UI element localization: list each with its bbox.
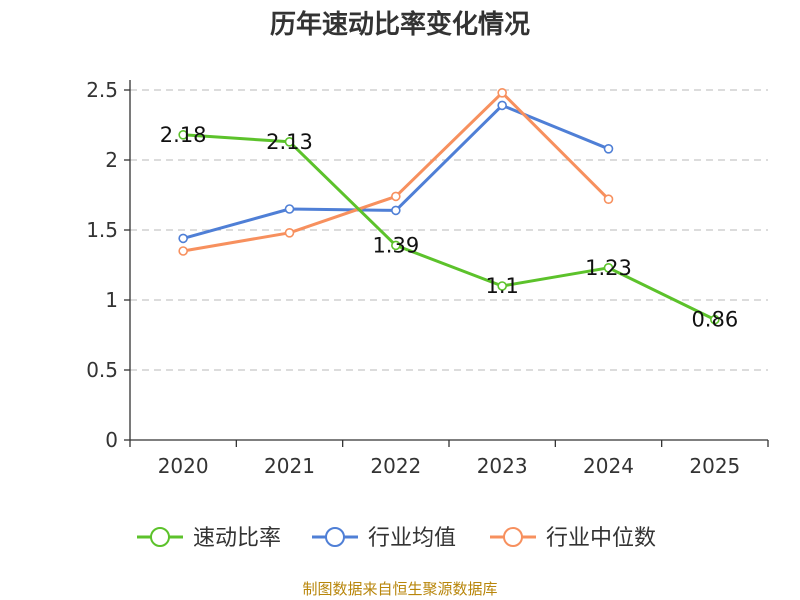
y-tick-label: 0.5 xyxy=(86,358,118,382)
data-point xyxy=(178,246,188,256)
data-point xyxy=(603,262,614,273)
x-tick-label: 2023 xyxy=(477,454,528,478)
data-point xyxy=(178,233,188,244)
data-label: 1.1 xyxy=(485,274,518,298)
data-label: 1.23 xyxy=(585,256,632,280)
legend-marker xyxy=(503,527,523,547)
x-tick-label: 2022 xyxy=(370,454,421,478)
data-point xyxy=(603,194,614,204)
y-tick-label: 1.5 xyxy=(86,218,118,242)
series-line-1 xyxy=(182,103,610,240)
data-point xyxy=(178,130,188,140)
legend-marker xyxy=(325,527,345,547)
data-point xyxy=(603,144,614,154)
data-label: 2.18 xyxy=(160,123,207,147)
data-label: 0.86 xyxy=(691,308,738,332)
data-point xyxy=(497,100,507,111)
source-note: 制图数据来自恒生聚源数据库 xyxy=(302,580,498,598)
legend-label: 速动比率 xyxy=(193,526,281,551)
x-tick-label: 2021 xyxy=(264,454,315,478)
data-point xyxy=(284,137,295,147)
y-tick-label: 0 xyxy=(105,428,118,452)
x-tick-label: 2020 xyxy=(158,454,209,478)
x-tick-label: 2024 xyxy=(583,454,634,478)
data-point xyxy=(497,281,507,291)
series-line-2 xyxy=(182,91,610,253)
chart-title: 历年速动比率变化情况 xyxy=(269,10,530,40)
y-tick-label: 2 xyxy=(105,148,118,172)
data-point xyxy=(710,314,720,325)
y-tick-label: 1 xyxy=(105,288,118,312)
data-point xyxy=(391,240,401,251)
legend-label: 行业均值 xyxy=(368,526,456,551)
data-point xyxy=(391,191,401,202)
y-tick-label: 2.5 xyxy=(86,78,118,102)
data-point xyxy=(284,204,295,214)
data-point xyxy=(284,228,295,238)
x-tick-label: 2025 xyxy=(689,454,740,478)
data-label: 1.39 xyxy=(372,233,419,257)
data-point xyxy=(497,88,507,98)
data-label: 2.13 xyxy=(266,130,313,154)
series-line-0 xyxy=(183,133,716,321)
data-point xyxy=(391,205,401,216)
legend-marker xyxy=(150,527,170,547)
legend-label: 行业中位数 xyxy=(546,526,656,551)
